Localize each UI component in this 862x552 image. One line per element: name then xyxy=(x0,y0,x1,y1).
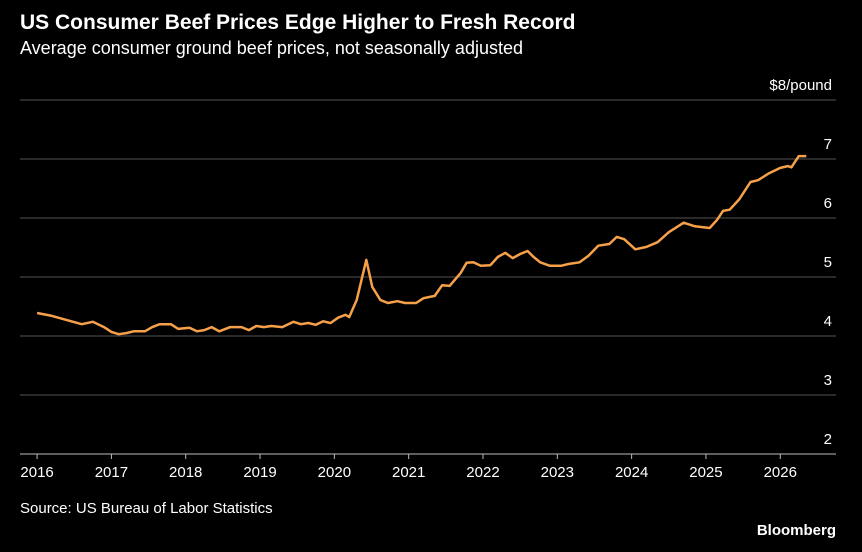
y-tick-label: 5 xyxy=(824,254,832,271)
x-tick-label: 2024 xyxy=(615,464,648,481)
y-tick-label: 4 xyxy=(824,313,832,330)
chart-title: US Consumer Beef Prices Edge Higher to F… xyxy=(20,11,575,34)
x-tick-label: 2016 xyxy=(20,464,53,481)
y-tick-label: 2 xyxy=(824,431,832,448)
y-tick-label: 7 xyxy=(824,136,832,153)
y-tick-label: 6 xyxy=(824,195,832,212)
x-tick-label: 2026 xyxy=(764,464,797,481)
chart-subtitle: Average consumer ground beef prices, not… xyxy=(20,38,523,58)
x-tick-label: 2022 xyxy=(466,464,499,481)
x-tick-label: 2019 xyxy=(243,464,276,481)
x-tick-label: 2018 xyxy=(169,464,202,481)
data-line xyxy=(36,154,807,336)
x-tick-label: 2025 xyxy=(689,464,722,481)
x-tick-label: 2023 xyxy=(541,464,574,481)
y-tick-label: $8/pound xyxy=(769,77,832,94)
x-tick-label: 2020 xyxy=(318,464,351,481)
y-tick-label: 3 xyxy=(824,372,832,389)
brand: Bloomberg xyxy=(757,522,836,539)
source: Source: US Bureau of Labor Statistics xyxy=(20,500,273,517)
x-tick-label: 2017 xyxy=(95,464,128,481)
x-tick-label: 2021 xyxy=(392,464,425,481)
